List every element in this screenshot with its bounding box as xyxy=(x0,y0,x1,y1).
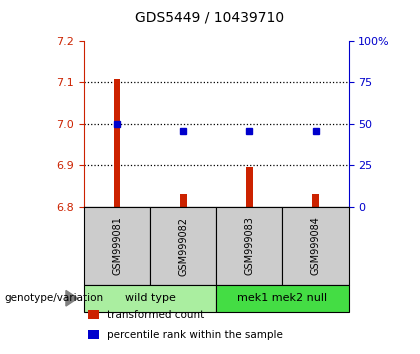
Text: genotype/variation: genotype/variation xyxy=(4,293,103,303)
Polygon shape xyxy=(66,290,78,306)
Text: GSM999084: GSM999084 xyxy=(310,217,320,275)
Text: percentile rank within the sample: percentile rank within the sample xyxy=(107,330,283,339)
Bar xyxy=(246,167,253,207)
Text: transformed count: transformed count xyxy=(107,310,205,320)
Bar xyxy=(114,79,121,207)
Text: GSM999081: GSM999081 xyxy=(112,217,122,275)
Text: GDS5449 / 10439710: GDS5449 / 10439710 xyxy=(135,11,285,25)
Bar xyxy=(312,194,319,207)
Text: GSM999082: GSM999082 xyxy=(178,217,188,275)
Text: wild type: wild type xyxy=(125,293,176,303)
Text: mek1 mek2 null: mek1 mek2 null xyxy=(237,293,328,303)
Text: GSM999083: GSM999083 xyxy=(244,217,255,275)
Bar xyxy=(180,194,186,207)
